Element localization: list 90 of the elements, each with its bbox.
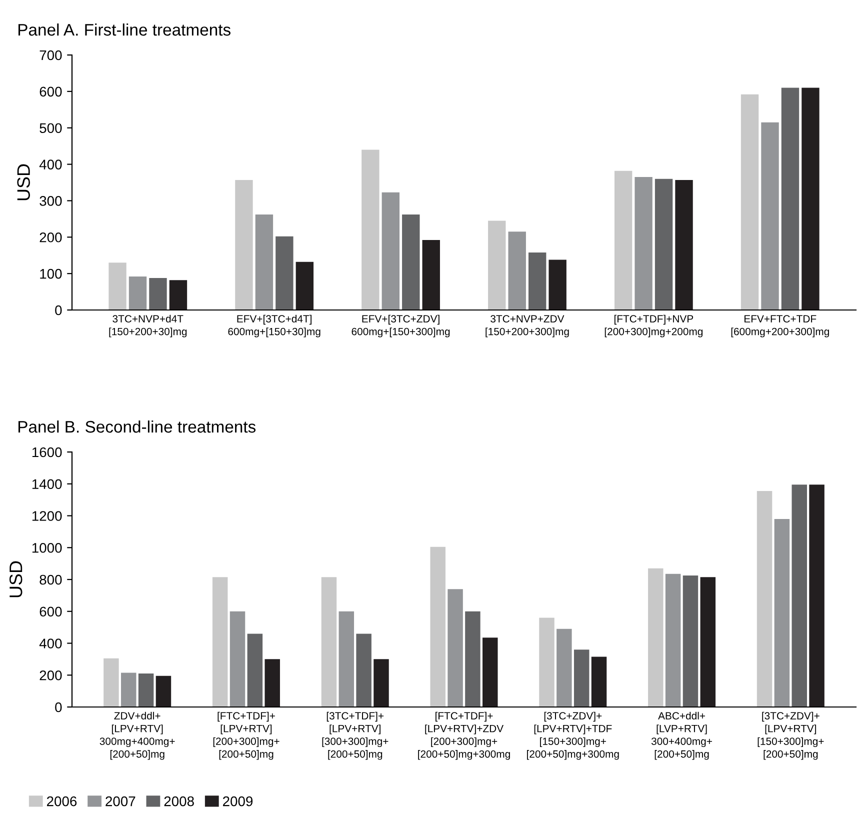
bar bbox=[356, 634, 372, 707]
bar bbox=[169, 280, 188, 310]
bar bbox=[508, 232, 526, 310]
bar bbox=[430, 546, 446, 707]
bar bbox=[230, 611, 246, 707]
bar bbox=[792, 484, 807, 707]
bar bbox=[488, 220, 506, 310]
bar bbox=[276, 236, 294, 310]
y-tick-label: 400 bbox=[39, 638, 62, 648]
x-tick-label: [FTC+TDF]+ [LPV+RTV] [200+300]mg+ [200+50]mg bbox=[213, 712, 280, 760]
bar bbox=[264, 659, 280, 707]
x-tick-label: [FTC+TDF]+NVP [200+300]mg+200mg bbox=[604, 314, 703, 338]
x-tick-label: 3TC+NVP+ZDV [150+200+300]mg bbox=[486, 315, 569, 338]
bar bbox=[321, 577, 337, 707]
y-tick-label: 100 bbox=[40, 268, 62, 279]
y-tick-label: 0 bbox=[55, 702, 62, 712]
y-tick-label: 1000 bbox=[32, 542, 62, 553]
bar bbox=[482, 638, 498, 707]
bar bbox=[448, 589, 463, 707]
bar bbox=[665, 574, 681, 707]
y-tick-label: 1400 bbox=[32, 479, 62, 490]
y-tick-label: 1200 bbox=[32, 511, 62, 521]
x-tick-label: [3TC+ZDV]+ [LPV+RTV] [150+300]mg+ [200+50]mg bbox=[758, 712, 824, 760]
bar bbox=[465, 611, 480, 707]
bar bbox=[756, 491, 772, 707]
bar bbox=[528, 252, 546, 310]
x-tick-label: [3TC+TDF]+ [LPV+RTV] [300+300]mg+ [200+50]mg bbox=[322, 712, 388, 760]
bar bbox=[700, 577, 716, 707]
y-tick-label: 200 bbox=[40, 670, 62, 680]
bar bbox=[634, 177, 652, 310]
legend-label: 2008 bbox=[164, 796, 194, 806]
bar bbox=[556, 628, 572, 707]
legend-label: 2009 bbox=[223, 796, 253, 806]
y-axis-title: USD bbox=[9, 561, 22, 598]
bar bbox=[212, 577, 228, 707]
x-tick-label: [FTC+TDF]+ [LPV+RTV]+ZDV [200+300]mg+ [200+50]mg+300mg bbox=[418, 712, 510, 760]
bar bbox=[809, 484, 824, 707]
x-tick-label: [3TC+ZDV]+ [LPV+RTV]+TDF [150+300]mg+ [200+50]mg+300mg bbox=[527, 712, 619, 760]
bar bbox=[654, 178, 673, 310]
legend-label: 2006 bbox=[46, 796, 77, 806]
bar bbox=[138, 674, 154, 707]
y-tick-label: 200 bbox=[40, 232, 62, 242]
chart-title: Panel B. Second-line treatments bbox=[18, 420, 256, 433]
bar bbox=[539, 618, 554, 707]
bar bbox=[574, 650, 590, 707]
x-tick-label: ZDV+ddl+ [LPV+RTV] 300mg+400mg+ [200+50]mg bbox=[100, 712, 175, 760]
y-tick-label: 600 bbox=[40, 606, 62, 617]
bar bbox=[247, 634, 263, 707]
bar bbox=[382, 192, 400, 310]
y-tick-label: 700 bbox=[40, 50, 62, 60]
x-tick-label: EFV+[3TC+ZDV] 600mg+[150+300]mg bbox=[352, 314, 450, 338]
y-tick-label: 300 bbox=[40, 196, 62, 206]
legend-label: 2007 bbox=[106, 796, 136, 806]
bar bbox=[675, 180, 693, 310]
bar bbox=[255, 214, 274, 310]
y-tick-label: 800 bbox=[40, 574, 62, 585]
y-tick-label: 0 bbox=[55, 305, 62, 316]
bar bbox=[362, 150, 380, 310]
bar bbox=[104, 658, 119, 707]
x-tick-label: ABC+ddl+ [LVP+RTV] 300+400mg+ [200+50]mg bbox=[651, 712, 712, 760]
bar bbox=[761, 122, 779, 310]
bar bbox=[548, 260, 566, 310]
bar bbox=[121, 672, 136, 707]
bar bbox=[156, 676, 172, 707]
bar bbox=[614, 170, 632, 310]
y-tick-label: 500 bbox=[40, 123, 62, 134]
bar bbox=[774, 518, 790, 707]
bar bbox=[422, 240, 440, 310]
bar bbox=[338, 611, 354, 707]
y-tick-label: 1600 bbox=[32, 447, 62, 458]
chart-title: Panel A. First-line treatments bbox=[18, 23, 230, 36]
x-tick-label: 3TC+NVP+d4T [150+200+30]mg bbox=[109, 314, 187, 338]
bar bbox=[402, 214, 420, 310]
y-tick-label: 400 bbox=[39, 160, 62, 170]
bar bbox=[740, 94, 759, 310]
bar bbox=[682, 576, 698, 707]
bar bbox=[374, 659, 389, 707]
y-tick-label: 600 bbox=[40, 86, 62, 97]
x-tick-label: EFV+[3TC+d4T] 600mg+[150+30]mg bbox=[228, 314, 320, 338]
bar bbox=[235, 180, 253, 310]
bar bbox=[128, 276, 147, 310]
bar bbox=[296, 262, 314, 310]
bar bbox=[802, 88, 820, 310]
bar bbox=[648, 568, 664, 707]
bar bbox=[781, 88, 800, 310]
bar bbox=[149, 278, 167, 310]
y-axis-title: USD bbox=[17, 164, 30, 200]
x-tick-label: EFV+FTC+TDF [600mg+200+300]mg bbox=[731, 315, 829, 338]
bar bbox=[108, 262, 126, 310]
bar bbox=[591, 656, 607, 707]
